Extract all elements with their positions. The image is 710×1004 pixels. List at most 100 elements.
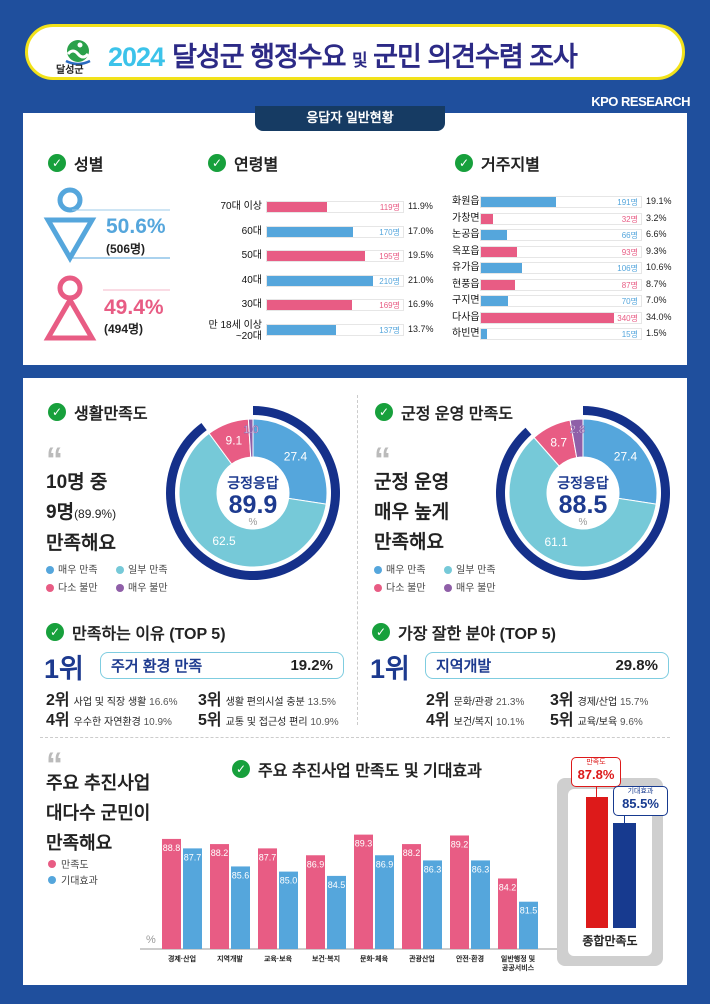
bar-value-label: 88.2 — [211, 848, 229, 858]
page-title: 2024 달성군 행정수요 및 군민 의견수렴 조사 — [108, 35, 578, 74]
total-expectation-bar — [613, 823, 636, 928]
satisfaction-bar — [162, 838, 181, 949]
legend-item: 다소 불만 — [46, 579, 116, 594]
category-label: 관광산업 — [409, 954, 435, 963]
vertical-divider — [357, 395, 358, 725]
check-icon: ✓ — [455, 154, 473, 172]
fields-heading: ✓ 가장 잘한 분야 (TOP 5) — [372, 620, 556, 644]
bar-count: 191명 — [617, 198, 638, 207]
rank-item: 4위 보건/복지 10.1% — [426, 712, 525, 729]
bar-track: 106명 — [480, 262, 642, 274]
bar-count: 137명 — [379, 326, 400, 335]
category-label: 안전·환경 — [456, 954, 484, 963]
bar-label: 구지면 — [452, 295, 480, 306]
headline-line: 만족해요 — [46, 833, 113, 853]
gov-legend: 매우 만족 일부 만족 다소 불만 매우 불만 — [374, 561, 514, 594]
bar-value-label: 86.9 — [376, 859, 394, 869]
bar-pct: 1.5% — [646, 328, 667, 338]
expectation-bar — [327, 875, 346, 949]
rank-item: 5위 교육/보육 9.6% — [550, 712, 643, 729]
bar-label: 70대 이상 — [220, 201, 262, 212]
bar-count: 340명 — [617, 313, 638, 323]
rank-item: 3위 경제/산업 15.7% — [550, 692, 649, 709]
bar-label: 가창면 — [452, 212, 480, 224]
bar-label: 50대 — [241, 250, 262, 262]
bar-fill — [267, 275, 373, 286]
satisfaction-bar — [306, 855, 325, 949]
bar-fill — [481, 230, 507, 240]
center-value: 89.9 — [228, 491, 278, 519]
quote-icon: “ — [46, 441, 63, 479]
bar-track: 15명 — [480, 328, 642, 340]
male-pct: 50.6% — [106, 215, 166, 238]
check-icon: ✓ — [46, 623, 64, 641]
bar-label: 현풍읍 — [452, 278, 480, 290]
bar-pct: 6.6% — [646, 229, 667, 239]
bar-value-label: 88.2 — [403, 848, 421, 858]
bar-pct: 19.5% — [408, 250, 434, 261]
projects-headline: 주요 추진사업 대다수 군민이 만족해요 — [46, 768, 150, 858]
bar-value-label: 85.0 — [280, 876, 298, 886]
bar-fill — [267, 226, 353, 237]
age-title: 연령별 — [234, 157, 279, 174]
check-icon: ✓ — [375, 403, 393, 421]
bar-value-label: 81.5 — [520, 906, 538, 916]
horizontal-divider — [40, 737, 670, 738]
bar-fill — [267, 202, 327, 212]
bar-count: 210명 — [379, 276, 400, 286]
bar-track: 137명 — [266, 324, 404, 336]
center-value: 88.5 — [558, 491, 608, 519]
logo-text: 달성군 — [56, 65, 84, 76]
life-headline: 10명 중 9명(89.9%) 만족해요 — [46, 468, 116, 559]
slice-label: 9.1 — [226, 433, 243, 447]
life-title: 생활만족도 — [74, 406, 148, 423]
category-label: 공공서비스 — [502, 963, 535, 972]
bar-value-label: 86.3 — [424, 864, 442, 874]
bar-count: 106명 — [617, 264, 638, 273]
bar-label: 다사읍 — [452, 311, 480, 323]
quote-icon: “ — [46, 746, 63, 784]
expectation-bar — [279, 871, 298, 949]
gov-donut-chart: 27.4 61.1 8.72.8 — [495, 406, 670, 580]
bar-count: 93명 — [621, 247, 638, 257]
bar-value-label: 85.6 — [232, 870, 250, 880]
reasons-rank1-box: 주거 환경 만족 19.2% — [100, 652, 344, 679]
bar-label: 40대 — [241, 274, 262, 286]
center-label: 긍정응답 — [557, 475, 609, 491]
slice-label: 2.8 — [570, 424, 585, 436]
bar-label: 30대 — [241, 299, 262, 311]
bar-fill — [481, 213, 494, 224]
reasons-heading: ✓ 만족하는 이유 (TOP 5) — [46, 620, 226, 644]
projects-heading: ✓ 주요 추진사업 만족도 및 기대효과 — [232, 757, 482, 781]
bar-value-label: 87.7 — [259, 852, 277, 862]
slice-label: 61.1 — [544, 535, 568, 549]
bar-track: 32명 — [480, 212, 642, 225]
female-count: (494명) — [104, 322, 144, 336]
center-unit: % — [248, 517, 258, 528]
rank-item: 5위 교통 및 접근성 편리 10.9% — [198, 712, 339, 729]
dalseong-logo-icon — [65, 40, 91, 66]
category-label: 지역개발 — [217, 954, 243, 963]
callout-label: 기대효과 — [627, 788, 654, 795]
donut-hole — [217, 457, 289, 529]
headline-line: 10명 중 — [46, 472, 108, 493]
bar-count: 66명 — [621, 231, 638, 240]
bar-value-label: 84.5 — [328, 880, 346, 890]
slice-label: 27.4 — [614, 449, 638, 463]
bar-value-label: 87.7 — [184, 852, 202, 862]
bar-pct: 7.0% — [646, 295, 667, 305]
gov-title: 군정 운영 만족도 — [401, 406, 513, 423]
bar-label: 논공읍 — [452, 229, 480, 240]
category-label: 일반행정 및 — [501, 954, 536, 963]
callout-line — [624, 814, 625, 823]
bar-fill — [481, 246, 518, 257]
satisfaction-callout: 만족도 87.8% — [571, 757, 621, 787]
legend-item: 매우 만족 — [374, 561, 444, 576]
bar-pct: 11.9% — [408, 201, 433, 211]
bar-label: 옥포읍 — [452, 245, 480, 257]
bar-count: 169명 — [379, 301, 400, 311]
slice-label: 27.4 — [284, 449, 308, 463]
bar-fill — [267, 300, 353, 311]
category-label: 보건·복지 — [312, 954, 340, 963]
bar-label: 하빈면 — [452, 328, 480, 339]
